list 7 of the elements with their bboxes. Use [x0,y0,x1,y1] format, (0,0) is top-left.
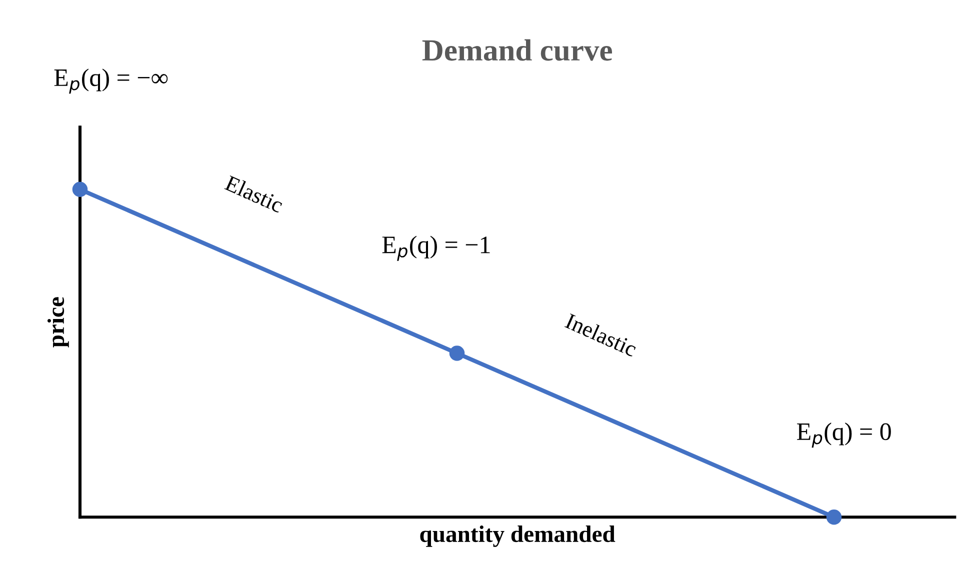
annotation: E$_{p}$(q) = −1 [382,236,490,261]
annotation: Elastic [224,174,285,214]
x-axis-title: quantity demanded [420,525,616,547]
chart-title: Demand curve [422,39,612,61]
y-axis-title: price [47,297,69,348]
text: E$_{p}$(q) = −∞ [54,68,168,94]
annotation: E$_{p}$(q) = 0 [797,422,891,448]
